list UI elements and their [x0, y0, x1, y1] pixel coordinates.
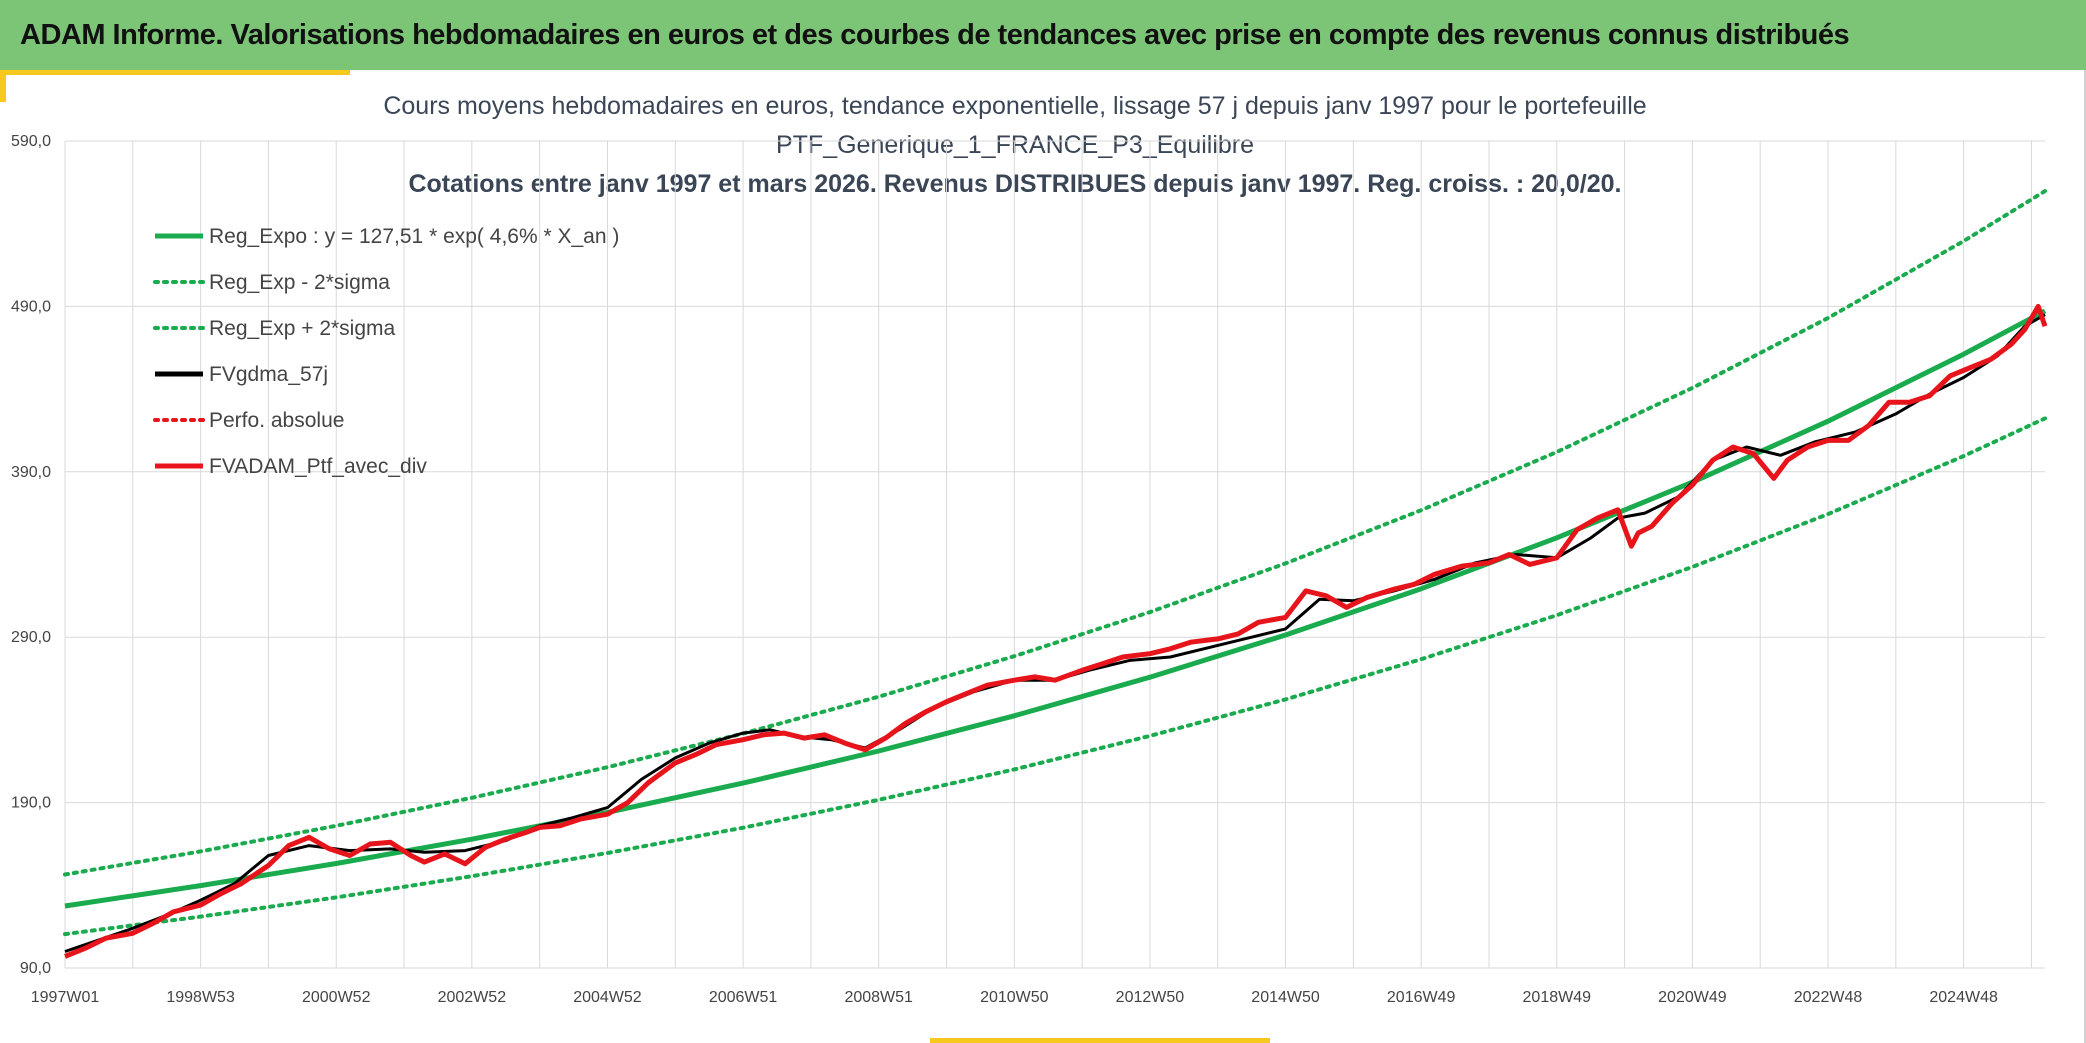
y-tick-label: 390,0 [11, 464, 51, 481]
y-tick-label: 90,0 [20, 960, 51, 977]
x-tick-label: 2004W52 [573, 989, 642, 1006]
x-axis-tick-labels: 1997W01 1998W53 2000W52 2002W52 2004W52 2006W… [31, 989, 1998, 1006]
x-tick-label: 2012W50 [1116, 989, 1185, 1006]
x-tick-label: 2020W49 [1658, 989, 1727, 1006]
page-title: ADAM Informe. Valorisations hebdomadaire… [20, 18, 1850, 51]
chart-title-line-2: PTF_Generique_1_FRANCE_P3_Equilibre [775, 131, 1255, 159]
series-line [64, 313, 2046, 953]
x-tick-label: 2014W50 [1251, 989, 1320, 1006]
x-tick-label: 2000W52 [302, 989, 371, 1006]
series-layer [63, 189, 2048, 959]
x-tick-label: 2024W48 [1929, 989, 1998, 1006]
grid-vertical [64, 141, 2032, 968]
series-line [64, 303, 2048, 959]
legend-label: Reg_Exp - 2*sigma [209, 271, 390, 294]
legend-label: Reg_Expo : y = 127,51 * exp( 4,6% * X_an… [209, 225, 619, 248]
y-tick-label: 590,0 [11, 133, 51, 150]
legend-label: FVgdma_57j [209, 363, 328, 386]
chart-title-line-1: Cours moyens hebdomadaires en euros, ten… [383, 92, 1647, 120]
accent-bar-left [0, 70, 6, 102]
header-banner: ADAM Informe. Valorisations hebdomadaire… [0, 0, 2086, 70]
series-line [63, 416, 2047, 937]
series-line [64, 308, 2047, 909]
x-tick-label: 2002W52 [438, 989, 507, 1006]
y-tick-label: 190,0 [11, 795, 51, 812]
legend: Reg_Expo : y = 127,51 * exp( 4,6% * X_an… [153, 225, 619, 478]
x-tick-label: 2022W48 [1794, 989, 1863, 1006]
y-tick-label: 490,0 [11, 298, 51, 315]
x-tick-label: 1997W01 [31, 989, 100, 1006]
legend-label: Perfo. absolue [209, 409, 344, 432]
frame-border-right [2084, 70, 2086, 1043]
series-line [63, 189, 2047, 877]
y-axis-tick-labels: 90,0 190,0 290,0 390,0 490,0 590,0 [11, 133, 51, 977]
x-tick-label: 1998W53 [166, 989, 235, 1006]
x-tick-label: 2016W49 [1387, 989, 1456, 1006]
grid-horizontal [65, 140, 2045, 969]
accent-bar-bottom [930, 1038, 1270, 1043]
chart-title-line-3: Cotations entre janv 1997 et mars 2026. … [408, 170, 1622, 198]
legend-label: FVADAM_Ptf_avec_div [209, 455, 427, 478]
x-tick-label: 2010W50 [980, 989, 1049, 1006]
legend-label: Reg_Exp + 2*sigma [209, 317, 396, 340]
x-tick-label: 2006W51 [709, 989, 778, 1006]
x-tick-label: 2008W51 [844, 989, 913, 1006]
x-tick-label: 2018W49 [1523, 989, 1592, 1006]
y-tick-label: 290,0 [11, 629, 51, 646]
accent-bar-top [0, 70, 350, 75]
